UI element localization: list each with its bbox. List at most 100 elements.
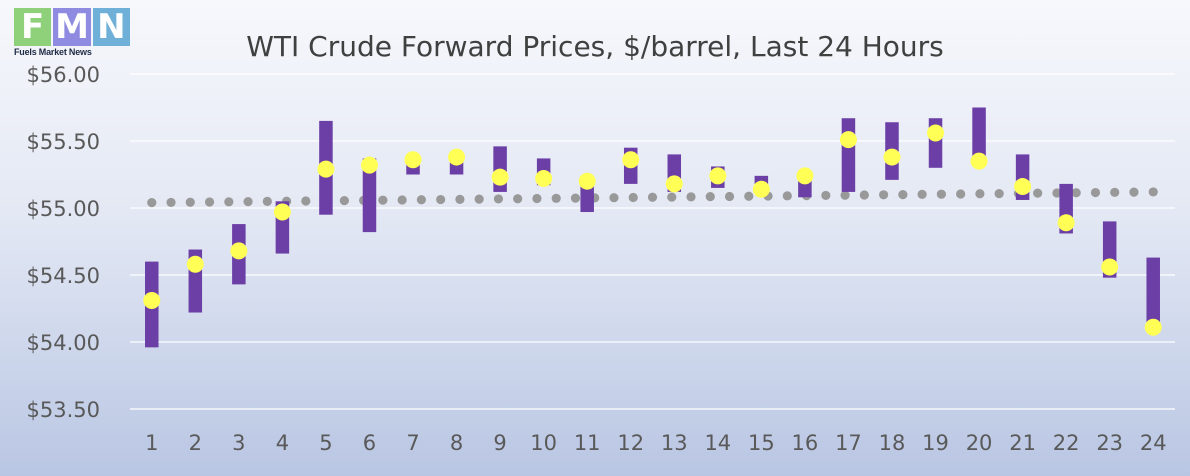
trend-dot <box>204 197 215 207</box>
price-point <box>143 291 161 309</box>
x-tick-label: 1 <box>145 431 158 455</box>
trend-dots <box>147 187 1158 208</box>
range-bar <box>841 118 856 192</box>
price-point <box>1057 214 1075 232</box>
price-point <box>491 168 509 186</box>
trend-dot <box>551 193 561 203</box>
trend-dot <box>474 194 484 204</box>
trend-dot <box>1148 187 1158 197</box>
chart-title: WTI Crude Forward Prices, $/barrel, Last… <box>246 30 944 63</box>
price-point <box>230 242 248 260</box>
trend-dot <box>936 189 946 199</box>
trend-dot <box>339 195 349 206</box>
logo-tagline: Fuels Market News <box>14 47 92 57</box>
y-tick-label: $54.00 <box>27 331 100 355</box>
range-bars <box>145 107 1160 348</box>
trend-dot <box>1090 187 1101 198</box>
price-point <box>927 124 945 142</box>
price-point <box>1101 258 1119 276</box>
x-tick-label: 17 <box>835 431 862 455</box>
range-bar <box>972 107 986 164</box>
price-point <box>273 203 291 221</box>
x-tick-label: 5 <box>319 431 332 455</box>
x-tick-label: 9 <box>493 431 506 455</box>
logo-letter-n: N <box>92 8 130 46</box>
price-point <box>448 148 466 166</box>
trend-dot <box>513 194 523 204</box>
trend-dot <box>436 194 446 205</box>
price-point <box>796 167 814 185</box>
x-tick-label: 11 <box>574 431 601 455</box>
trend-dot <box>378 195 388 205</box>
x-tick-label: 12 <box>617 431 644 455</box>
x-tick-label: 20 <box>966 431 993 455</box>
trend-dot <box>185 197 195 207</box>
trend-dot <box>1071 188 1081 198</box>
trend-dot <box>782 191 792 201</box>
trend-dot <box>570 193 581 203</box>
x-tick-label: 10 <box>530 431 557 455</box>
x-tick-label: 18 <box>879 431 906 455</box>
price-point <box>535 170 553 188</box>
price-point <box>317 160 335 178</box>
trend-dot <box>705 192 715 202</box>
trend-dot <box>898 190 908 200</box>
x-tick-label: 7 <box>406 431 419 455</box>
trend-dot <box>416 195 426 205</box>
y-tick-label: $54.50 <box>27 264 100 288</box>
x-tick-label: 4 <box>276 431 289 455</box>
fmn-logo: F M N Fuels Market News <box>14 8 132 58</box>
range-bar <box>1146 257 1160 329</box>
trend-dot <box>1033 188 1043 198</box>
x-tick-label: 22 <box>1053 431 1080 455</box>
trend-dot <box>840 190 850 200</box>
trend-dot <box>628 192 638 203</box>
x-tick-label: 8 <box>450 431 463 455</box>
trend-dot <box>1110 187 1120 197</box>
gridlines <box>130 73 1175 410</box>
price-point <box>970 152 988 170</box>
trend-dot <box>166 197 176 208</box>
logo-letter-f: F <box>14 8 52 46</box>
price-point <box>360 156 378 174</box>
trend-dot <box>301 196 311 206</box>
x-tick-label: 2 <box>189 431 202 455</box>
trend-dot <box>956 189 966 199</box>
x-tick-label: 16 <box>792 431 819 455</box>
trend-dot <box>994 188 1004 199</box>
trend-dot <box>609 193 619 203</box>
price-point <box>665 175 683 193</box>
x-tick-label: 6 <box>363 431 376 455</box>
trend-dot <box>647 192 658 202</box>
price-point <box>1144 318 1162 336</box>
trend-dot <box>686 192 696 202</box>
trend-dot <box>859 190 869 200</box>
y-tick-label: $53.50 <box>27 398 100 422</box>
price-point <box>622 151 640 169</box>
y-axis: $53.50 $54.00 $54.50 $55.00 $55.50 $56.00 <box>27 63 100 422</box>
x-tick-label: 14 <box>704 431 731 455</box>
x-tick-label: 13 <box>661 431 688 455</box>
x-axis: 1 2 3 4 5 6 7 8 9 10 11 12 13 14 15 16 17 18 19 20 21 22 23 24 <box>145 431 1167 455</box>
x-tick-label: 15 <box>748 431 775 455</box>
trend-dot <box>147 198 157 208</box>
price-point <box>883 148 901 166</box>
x-tick-label: 24 <box>1140 431 1167 455</box>
trend-dot <box>744 191 754 201</box>
trend-dot <box>1129 187 1139 197</box>
trend-dot <box>724 191 735 202</box>
trend-dot <box>917 189 927 199</box>
logo-letter-m: M <box>53 7 91 47</box>
trend-dot <box>975 189 985 199</box>
price-point <box>839 131 857 149</box>
logo-letters: F M N <box>14 8 132 46</box>
price-point <box>186 255 204 273</box>
price-point <box>709 167 727 185</box>
trend-dot <box>821 190 831 201</box>
trend-dot <box>667 192 677 202</box>
y-tick-label: $55.00 <box>27 197 100 221</box>
x-tick-label: 21 <box>1009 431 1036 455</box>
price-point <box>578 172 596 190</box>
